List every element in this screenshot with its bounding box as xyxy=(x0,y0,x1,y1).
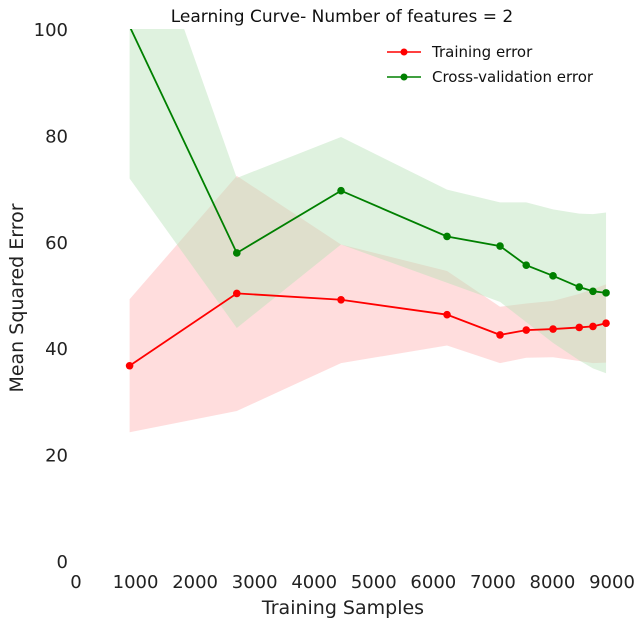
training-error-point xyxy=(496,331,504,339)
series-lines xyxy=(129,29,607,367)
y-tick-label: 100 xyxy=(34,20,68,41)
y-tick-label: 20 xyxy=(45,446,68,467)
x-tick-label: 8000 xyxy=(530,572,576,593)
y-tick-label: 40 xyxy=(45,339,68,360)
cv-error-point xyxy=(602,289,610,297)
y-tick-label: 0 xyxy=(57,552,68,573)
legend-training-marker xyxy=(400,48,408,56)
y-axis-label: Mean Squared Error xyxy=(6,203,28,392)
x-tick-label: 6000 xyxy=(410,572,456,593)
cv-error-point xyxy=(496,242,504,250)
cv-error-band xyxy=(129,29,607,374)
x-tick-label: 0 xyxy=(70,572,81,593)
series-points xyxy=(125,186,610,370)
y-axis-ticks: 0 20 40 60 80 100 xyxy=(34,20,68,573)
training-error-point xyxy=(125,361,134,370)
x-tick-label: 1000 xyxy=(113,572,159,593)
cv-error-point xyxy=(549,272,557,280)
x-tick-label: 2000 xyxy=(172,572,218,593)
cv-error-point xyxy=(522,261,531,270)
training-error-point xyxy=(589,322,597,331)
cv-error-point xyxy=(589,287,597,296)
legend-cv-label: Cross-validation error xyxy=(432,68,594,86)
training-error-point xyxy=(337,295,345,304)
y-tick-label: 80 xyxy=(45,126,68,147)
cv-error-point xyxy=(443,232,451,241)
x-tick-label: 4000 xyxy=(291,572,337,593)
training-error-point xyxy=(575,323,584,332)
x-axis-label: Training Samples xyxy=(261,597,424,619)
x-tick-label: 5000 xyxy=(351,572,397,593)
training-error-point xyxy=(233,289,241,298)
plot-background xyxy=(76,29,612,561)
training-error-point xyxy=(522,326,531,334)
legend-training-label: Training error xyxy=(431,43,533,61)
legend-cv-marker xyxy=(400,73,408,81)
training-error-point xyxy=(443,310,451,319)
chart-title: Learning Curve- Number of features = 2 xyxy=(171,7,513,27)
x-tick-label: 9000 xyxy=(589,572,635,593)
training-error-line xyxy=(129,292,607,367)
training-error-point xyxy=(602,319,610,327)
cv-error-point xyxy=(337,186,345,195)
cv-error-point xyxy=(233,249,241,257)
x-axis-ticks: 0 1000 2000 3000 4000 5000 6000 7000 8000 9000 xyxy=(70,572,635,593)
cv-error-point xyxy=(575,283,584,291)
training-error-point xyxy=(549,325,557,333)
y-tick-label: 60 xyxy=(45,233,68,254)
x-tick-label: 7000 xyxy=(470,572,516,593)
x-tick-label: 3000 xyxy=(232,572,278,593)
cv-error-line xyxy=(129,29,607,294)
legend: Training error Cross-validation error xyxy=(387,43,594,86)
